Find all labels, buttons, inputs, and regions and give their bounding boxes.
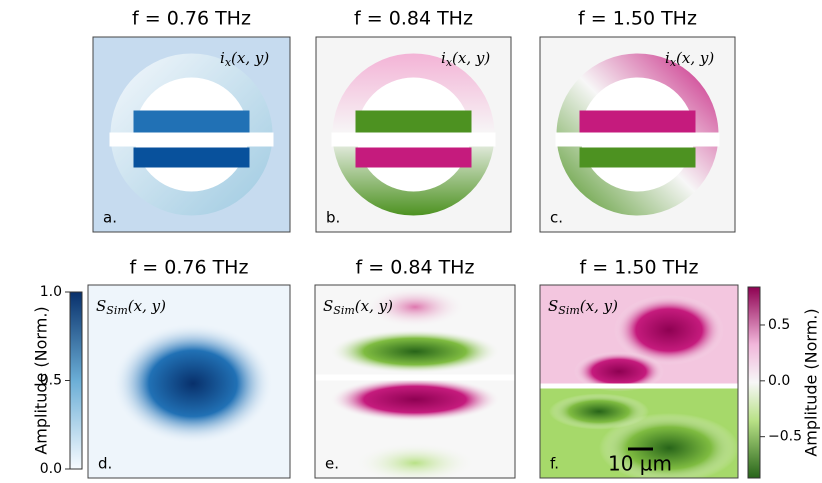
field-subscript: Sim <box>106 304 127 317</box>
colorbar-tick-label: 0.5 <box>768 317 790 333</box>
field-symbol: S <box>96 297 106 315</box>
band-lower <box>580 148 696 168</box>
gap-strip <box>332 133 496 147</box>
band-lower <box>134 148 250 168</box>
panel-title: f = 1.50 THz <box>580 257 699 279</box>
colorbar-label: Amplitude (Norm.) <box>32 306 51 454</box>
scale-bar-label: 10 µm <box>608 452 672 476</box>
band-upper <box>580 111 696 133</box>
field-args: (x, y) <box>231 49 269 67</box>
blob <box>549 394 649 430</box>
colorbar-tick-label: 1.0 <box>40 284 62 300</box>
gap-strip <box>556 133 720 147</box>
field-symbol: S <box>548 297 558 315</box>
panel: f = 0.84 THz SSim(x, y) e. <box>315 257 515 483</box>
blob <box>330 330 500 374</box>
blob <box>355 443 475 483</box>
colorbar-tick-label: 0.0 <box>768 373 790 389</box>
field-args: (x, y) <box>128 297 166 315</box>
field-symbol: S <box>323 297 333 315</box>
panel-title: f = 1.50 THz <box>578 8 697 30</box>
panel-title: f = 0.84 THz <box>354 8 473 30</box>
field-args: (x, y) <box>580 297 618 315</box>
panel-letter: f. <box>550 455 559 473</box>
gap-strip <box>540 384 738 389</box>
band-upper <box>134 111 250 133</box>
blob <box>113 324 273 444</box>
colorbar-tick-label: −0.5 <box>768 429 802 445</box>
panel-letter: e. <box>325 455 339 473</box>
colorbar-tick-label: 0.0 <box>40 461 62 477</box>
field-subscript: Sim <box>333 304 354 317</box>
panel-title: f = 0.76 THz <box>130 257 249 279</box>
figure: f = 0.76 THzix(x, y)a.f = 0.84 THzix(x, … <box>0 0 822 483</box>
band-lower <box>356 148 472 168</box>
panel-title: f = 0.76 THz <box>132 8 251 30</box>
panel-letter: b. <box>326 209 340 227</box>
field-args: (x, y) <box>355 297 393 315</box>
panel-letter: d. <box>98 455 112 473</box>
field-subscript: Sim <box>558 304 579 317</box>
panel: f = 0.76 THz SSim(x, y) d. <box>88 257 290 479</box>
band-upper <box>356 111 472 133</box>
gap-strip <box>315 375 515 381</box>
gap-strip <box>110 133 274 147</box>
colorbar <box>748 287 760 478</box>
blob <box>330 378 500 422</box>
field-args: (x, y) <box>676 49 714 67</box>
colorbar <box>70 292 82 469</box>
panel-title: f = 0.84 THz <box>356 257 475 279</box>
panel-letter: a. <box>103 209 117 227</box>
field-args: (x, y) <box>452 49 490 67</box>
panel-letter: c. <box>550 209 563 227</box>
colorbar-label: Amplitude (Norm.) <box>802 308 821 456</box>
